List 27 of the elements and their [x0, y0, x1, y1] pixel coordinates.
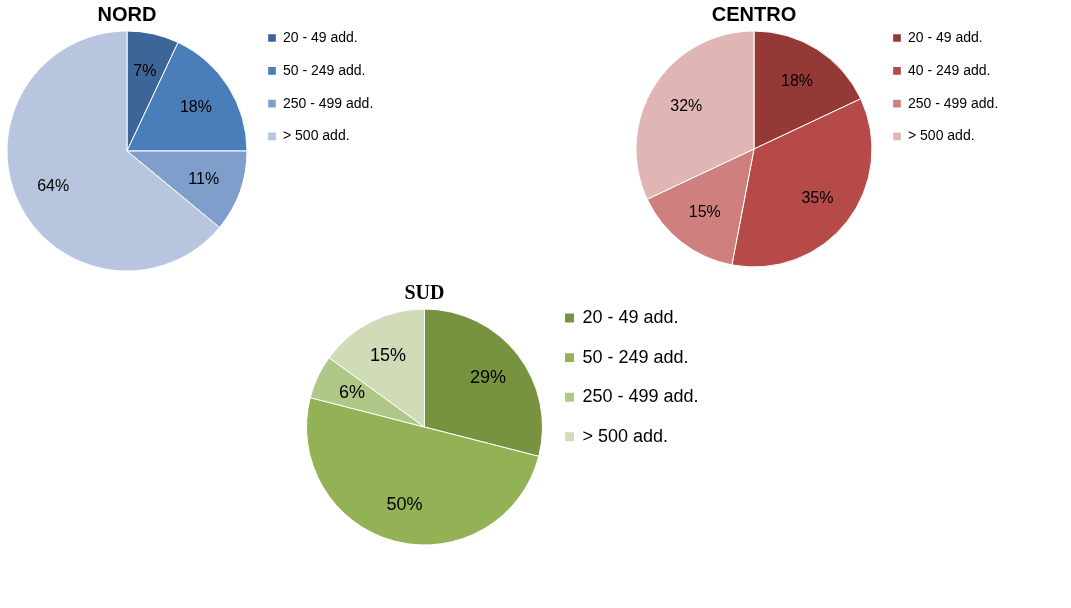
legend-label: 250 - 499 add. [908, 94, 999, 111]
chart-title: CENTRO [711, 3, 797, 25]
data-label: 29% [469, 366, 506, 387]
legend-label: 250 - 499 add. [582, 386, 699, 407]
data-label: 50% [386, 493, 423, 514]
data-label: 11% [188, 169, 220, 187]
data-label: 32% [670, 97, 703, 115]
chart-title: SUD [404, 281, 445, 303]
data-label: 15% [688, 203, 721, 221]
data-label: 6% [338, 381, 365, 402]
legend-label: 50 - 249 add. [582, 346, 689, 367]
data-label: 7% [133, 62, 157, 80]
legend-label: 20 - 49 add. [283, 29, 358, 45]
legend-label: 250 - 499 add. [283, 94, 374, 111]
legend-label: 20 - 49 add. [908, 29, 983, 45]
chart-title: NORD [97, 3, 157, 25]
data-label: 18% [780, 72, 814, 90]
legend-label: > 500 add. [283, 127, 350, 144]
data-label: 15% [370, 344, 407, 365]
data-label: 18% [179, 98, 212, 116]
legend-label: > 500 add. [582, 425, 669, 446]
legend-label: 20 - 49 add. [582, 307, 679, 327]
legend-label: > 500 add. [908, 127, 975, 144]
legend-label: 50 - 249 add. [283, 61, 366, 78]
data-label: 64% [37, 176, 70, 194]
data-label: 35% [801, 189, 834, 207]
legend-label: 40 - 249 add. [908, 61, 991, 78]
